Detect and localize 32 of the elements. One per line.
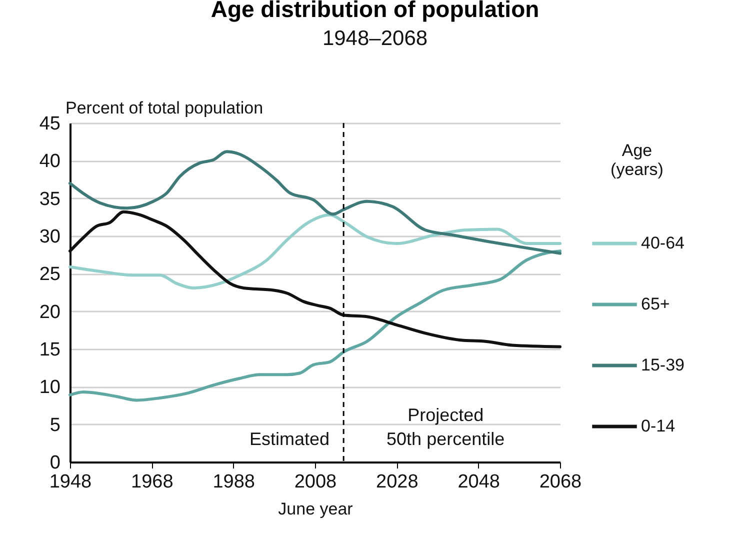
x-axis-title: June year <box>278 500 354 518</box>
y-tick-label: 15 <box>39 340 60 360</box>
annotation: Estimated <box>250 429 330 449</box>
line-series <box>68 250 562 402</box>
line-series <box>68 210 562 348</box>
y-axis-title: Percent of total population <box>66 98 264 118</box>
y-tick-label: 40 <box>39 151 60 172</box>
x-tick-label: 2068 <box>539 472 582 492</box>
legend-title: Age (years) <box>610 141 664 179</box>
legend-label: 40-64 <box>641 234 684 252</box>
legend-label: 0-14 <box>641 416 676 436</box>
chart-subtitle: 1948–2068 <box>322 27 428 50</box>
chart-title: Age distribution of population <box>210 0 540 22</box>
x-tick-label: 1948 <box>49 472 92 492</box>
y-tick-label: 0 <box>50 452 60 474</box>
x-tick-label: 1968 <box>131 472 174 492</box>
legend-label: 15-39 <box>641 356 684 374</box>
y-tick-label: 25 <box>39 264 60 286</box>
x-tick-label: 2008 <box>294 472 337 492</box>
annotation: Projected 50th percentile <box>386 405 505 449</box>
y-tick-label: 20 <box>39 302 60 323</box>
y-tick-label: 30 <box>39 226 60 248</box>
y-tick-label: 45 <box>39 114 60 134</box>
x-tick-label: 2048 <box>458 472 500 492</box>
line-series <box>68 150 562 255</box>
x-tick-label: 1988 <box>212 472 255 492</box>
x-tick-label: 2028 <box>376 472 418 492</box>
y-tick-label: 5 <box>50 414 60 436</box>
y-tick-label: 10 <box>39 377 60 398</box>
line-series <box>68 213 562 290</box>
y-tick-label: 35 <box>39 188 60 210</box>
legend-label: 65+ <box>641 294 670 314</box>
